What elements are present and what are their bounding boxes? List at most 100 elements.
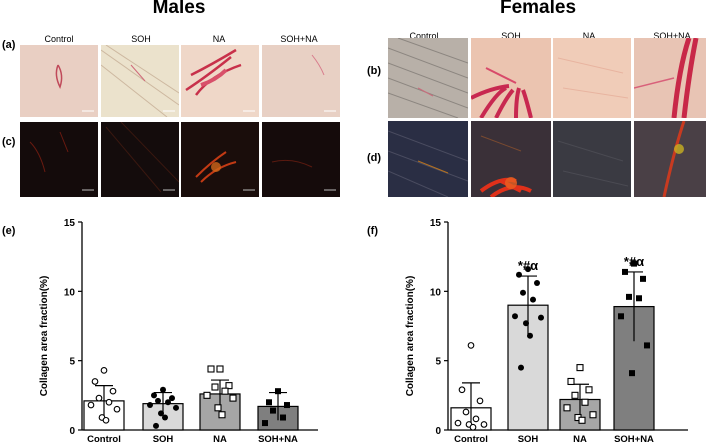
data-point bbox=[538, 314, 544, 321]
data-point bbox=[105, 398, 113, 406]
data-point bbox=[91, 378, 99, 385]
male-col-label-na: NA bbox=[212, 34, 226, 44]
data-point bbox=[216, 365, 224, 373]
data-point bbox=[626, 293, 632, 300]
data-point bbox=[644, 342, 650, 349]
data-point bbox=[165, 399, 171, 406]
micrograph-female-soh-na-brightfield bbox=[634, 38, 706, 118]
data-point bbox=[640, 275, 646, 282]
data-point bbox=[581, 398, 589, 406]
y-tick-label: 5 bbox=[69, 357, 75, 368]
micrograph-male-soh-brightfield bbox=[101, 45, 179, 117]
y-tick-label: 5 bbox=[435, 357, 441, 368]
y-axis-label: Collagen area fraction(%) bbox=[405, 276, 416, 397]
female-col-label-na: NA bbox=[582, 31, 596, 41]
data-point bbox=[585, 386, 593, 394]
micrograph-female-na-polarized bbox=[553, 121, 631, 197]
micrograph-male-soh-na-brightfield bbox=[262, 45, 340, 117]
category-label: SOH+NA bbox=[258, 434, 298, 445]
significance-annotation: *#α bbox=[518, 258, 538, 273]
micrograph-male-control-polarized bbox=[20, 122, 98, 197]
data-point bbox=[523, 320, 529, 327]
data-point bbox=[158, 410, 164, 417]
data-point bbox=[147, 402, 153, 409]
data-point bbox=[520, 289, 526, 296]
panel-a-label: (a) bbox=[2, 39, 16, 51]
micrograph-male-na-polarized bbox=[181, 122, 259, 197]
data-point bbox=[280, 414, 286, 421]
data-point bbox=[534, 280, 540, 287]
panel-d-label: (d) bbox=[367, 152, 382, 164]
data-point bbox=[113, 405, 121, 413]
data-point bbox=[100, 367, 108, 374]
y-axis-label: Collagen area fraction(%) bbox=[39, 276, 50, 397]
category-label: SOH+NA bbox=[614, 434, 654, 445]
data-point bbox=[270, 407, 276, 414]
data-point bbox=[109, 387, 117, 395]
micrograph-male-na-brightfield bbox=[181, 45, 259, 117]
data-point bbox=[472, 415, 480, 423]
males-title: Males bbox=[152, 0, 206, 18]
females-title: Females bbox=[499, 0, 577, 18]
micrograph-male-soh-na-polarized bbox=[262, 122, 340, 197]
data-point bbox=[95, 394, 103, 402]
chart-male-collagen: 0 5 10 15 Collagen area fraction(%) Control SO… bbox=[39, 218, 318, 445]
data-point bbox=[469, 423, 477, 431]
data-point bbox=[576, 364, 584, 372]
data-point bbox=[458, 386, 466, 394]
micrograph-female-na-brightfield bbox=[553, 38, 631, 118]
category-label: SOH bbox=[518, 434, 539, 445]
y-tick-label: 0 bbox=[69, 426, 75, 437]
data-point bbox=[622, 268, 628, 275]
y-tick-label: 15 bbox=[64, 218, 76, 229]
data-point bbox=[618, 313, 624, 320]
panel-e-label: (e) bbox=[2, 225, 16, 237]
data-point bbox=[571, 391, 579, 399]
data-point bbox=[467, 342, 475, 349]
data-point bbox=[225, 382, 233, 390]
data-point bbox=[578, 416, 586, 424]
micrograph-female-soh-polarized bbox=[471, 121, 551, 197]
panel-f-label: (f) bbox=[367, 225, 378, 237]
panel-b-label: (b) bbox=[367, 65, 382, 77]
data-point bbox=[266, 399, 272, 406]
data-point bbox=[275, 388, 281, 395]
female-col-label-soh: SOH bbox=[501, 31, 521, 41]
data-point bbox=[169, 395, 175, 402]
category-label: SOH bbox=[153, 434, 174, 445]
male-col-label-control: Control bbox=[44, 34, 74, 44]
y-tick-label: 10 bbox=[430, 287, 442, 298]
data-point bbox=[636, 295, 642, 302]
micrograph-female-soh-na-polarized bbox=[634, 121, 706, 197]
micrograph-female-control-brightfield bbox=[388, 38, 468, 118]
data-point bbox=[525, 266, 531, 273]
data-point bbox=[631, 260, 637, 267]
data-point bbox=[151, 392, 157, 399]
micrograph-female-control-polarized bbox=[388, 121, 468, 197]
category-label: Control bbox=[87, 434, 121, 445]
data-point bbox=[476, 397, 484, 405]
data-point bbox=[173, 404, 179, 411]
data-point bbox=[262, 420, 268, 427]
data-point bbox=[512, 313, 518, 320]
data-point bbox=[162, 414, 168, 421]
data-point bbox=[567, 377, 575, 386]
data-point bbox=[527, 332, 533, 339]
y-tick-label: 15 bbox=[430, 218, 442, 229]
micrograph-male-soh-polarized bbox=[101, 122, 179, 197]
data-point bbox=[462, 408, 470, 416]
data-point bbox=[218, 411, 226, 419]
category-label: NA bbox=[573, 434, 587, 445]
data-point bbox=[155, 397, 161, 404]
data-point bbox=[221, 387, 229, 395]
data-point bbox=[102, 416, 110, 424]
data-point bbox=[284, 402, 290, 409]
y-tick-label: 0 bbox=[435, 426, 441, 437]
female-col-label-soh-na: SOH+NA bbox=[653, 31, 691, 41]
data-point bbox=[229, 394, 237, 402]
data-point bbox=[480, 421, 488, 428]
data-point bbox=[207, 365, 215, 373]
micrograph-female-soh-brightfield bbox=[471, 38, 551, 118]
chart-female-collagen: 0 5 10 15 Collagen area fraction(%) Control *#… bbox=[405, 218, 688, 445]
